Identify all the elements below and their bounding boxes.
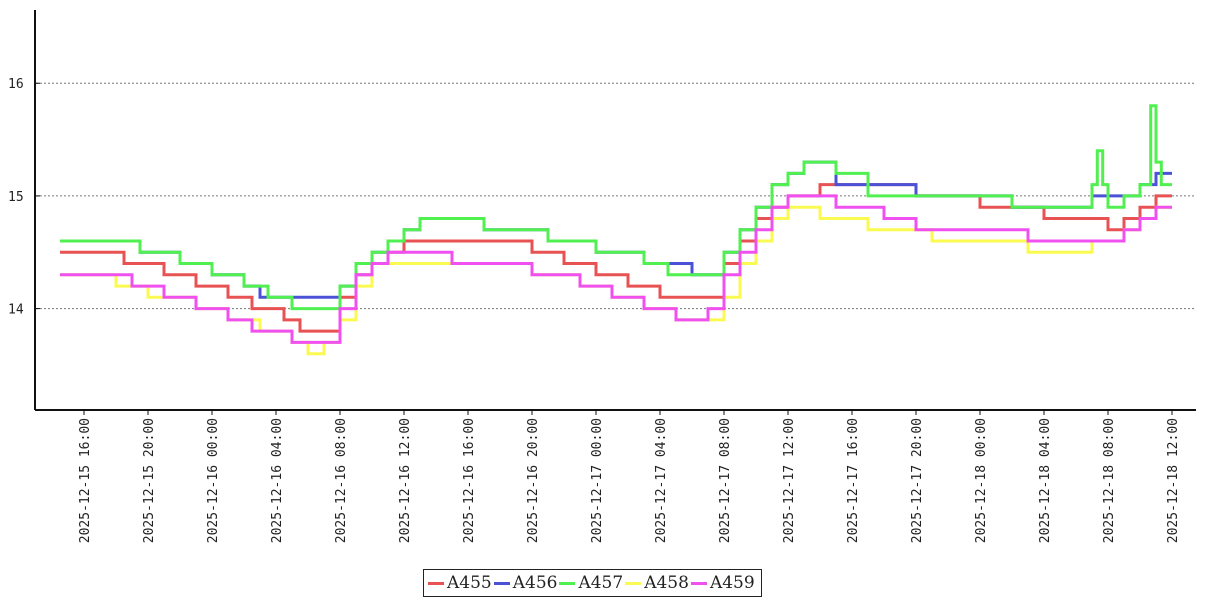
y-tick-label: 14 [8, 303, 24, 318]
x-tick-label: 2025-12-18 00:00 [974, 418, 989, 543]
legend-swatch [428, 581, 444, 585]
x-tick-label: 2025-12-18 08:00 [1102, 418, 1117, 543]
legend-swatch [559, 581, 576, 585]
legend-label: A458 [644, 573, 689, 593]
axes [34, 10, 1196, 411]
x-tick-label: 2025-12-15 20:00 [142, 418, 157, 543]
legend-label: A457 [578, 573, 624, 593]
x-tick-label: 2025-12-17 20:00 [910, 418, 925, 543]
x-tick-label: 2025-12-17 04:00 [654, 418, 669, 543]
series-line-a459 [60, 194, 1172, 344]
legend-item-a458: A458 [625, 573, 689, 593]
x-tick-label: 2025-12-16 20:00 [526, 418, 541, 543]
y-tick-label: 16 [8, 77, 24, 92]
legend-item-a459: A459 [690, 573, 755, 593]
x-tick-label: 2025-12-15 16:00 [78, 418, 93, 543]
legend-swatch [493, 581, 510, 585]
y-tick-label: 15 [8, 190, 24, 205]
x-tick-label: 2025-12-18 12:00 [1166, 418, 1181, 543]
x-tick-label: 2025-12-17 00:00 [590, 418, 605, 543]
legend-swatch [625, 581, 642, 585]
legend-item-a457: A457 [559, 573, 623, 593]
x-tick-labels: 2025-12-15 16:00 2025-12-15 20:00 2025-12-… [78, 410, 1181, 543]
legend-label: A456 [512, 573, 558, 593]
legend-item-a455: A455 [428, 573, 492, 593]
series-lines [60, 104, 1172, 356]
legend-item-a456: A456 [493, 573, 558, 593]
legend: A455 A456 A457 A458 A459 [423, 569, 762, 597]
x-tick-label: 2025-12-17 08:00 [718, 418, 733, 543]
x-tick-label: 2025-12-18 04:00 [1038, 418, 1053, 543]
legend-swatch [690, 581, 707, 585]
x-tick-label: 2025-12-16 16:00 [462, 418, 477, 543]
x-tick-label: 2025-12-16 12:00 [398, 418, 413, 543]
legend-label: A459 [709, 573, 755, 593]
legend-label: A455 [447, 573, 492, 593]
x-tick-label: 2025-12-16 08:00 [334, 418, 349, 543]
y-tick-labels: 14 15 16 [8, 77, 40, 318]
x-tick-label: 2025-12-17 12:00 [782, 418, 797, 543]
x-tick-label: 2025-12-17 16:00 [846, 418, 861, 543]
x-tick-label: 2025-12-16 00:00 [206, 418, 221, 543]
x-tick-label: 2025-12-16 04:00 [270, 418, 285, 543]
